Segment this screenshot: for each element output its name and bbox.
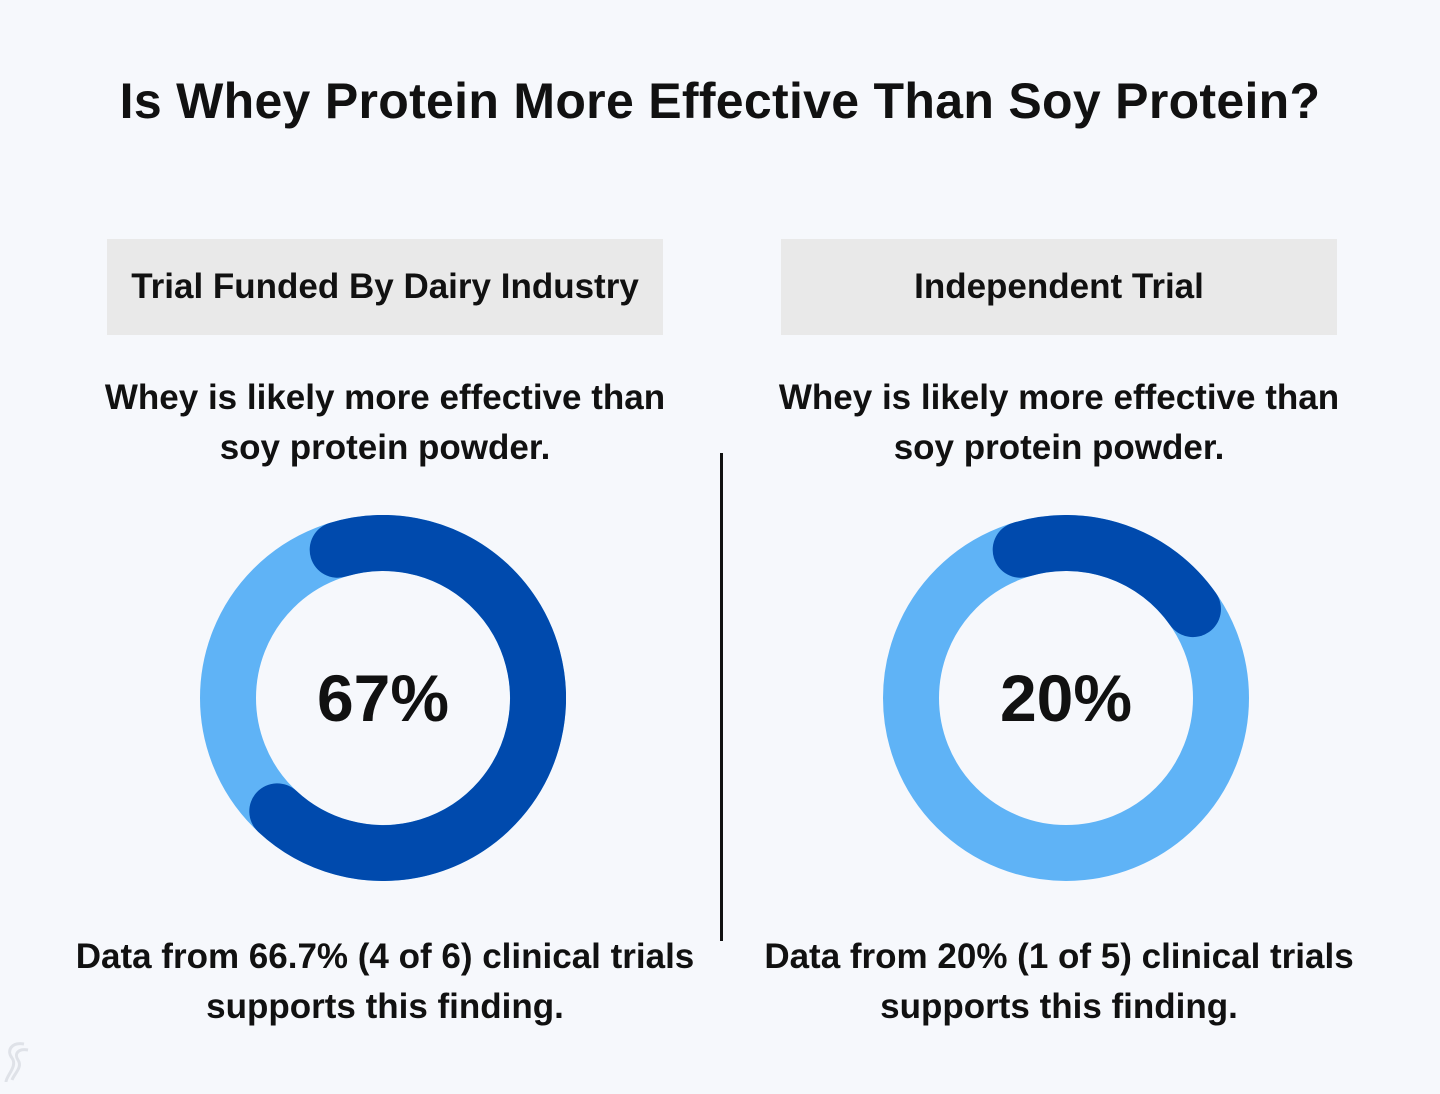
independent-donut-svg [883, 515, 1249, 881]
independent-source: Data from 20% (1 of 5) clinical trials s… [764, 937, 1354, 1026]
donut-value-arc [992, 515, 1221, 638]
dairy-funded-source: Data from 66.7% (4 of 6) clinical trials… [75, 937, 695, 1026]
independent-finding: Whey is likely more effective than soy p… [778, 378, 1340, 467]
dairy-funded-header: Trial Funded By Dairy Industry [107, 239, 663, 335]
independent-percent: 20% [999, 661, 1133, 735]
dairy-funded-panel: Trial Funded By Dairy Industry Whey is l… [76, 0, 694, 1094]
dairy-funded-donut: 67% [200, 515, 566, 881]
page-title: Is Whey Protein More Effective Than Soy … [119, 73, 1321, 129]
brand-logo-icon [4, 1042, 29, 1083]
dairy-funded-donut-svg [200, 515, 566, 881]
independent-donut: 20% [883, 515, 1249, 881]
donut-value-arc [249, 515, 566, 881]
dairy-funded-finding: Whey is likely more effective than soy p… [104, 378, 666, 467]
independent-header: Independent Trial [781, 239, 1337, 335]
panel-divider [720, 453, 723, 941]
dairy-funded-percent: 67% [316, 661, 450, 735]
independent-panel: Independent Trial Whey is likely more ef… [764, 0, 1354, 1094]
